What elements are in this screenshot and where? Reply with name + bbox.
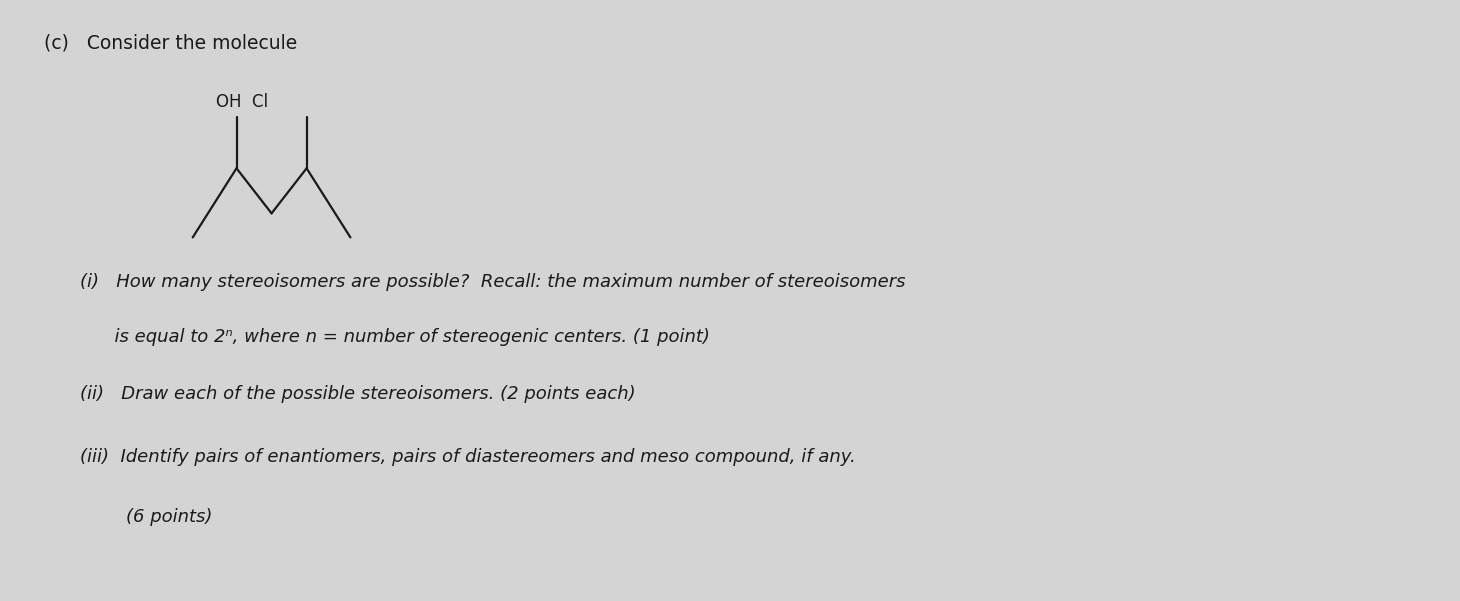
Text: (c)   Consider the molecule: (c) Consider the molecule (44, 33, 296, 52)
Text: OH  Cl: OH Cl (216, 93, 269, 111)
Text: (iii)  Identify pairs of enantiomers, pairs of diastereomers and meso compound, : (iii) Identify pairs of enantiomers, pai… (80, 448, 856, 466)
Text: (6 points): (6 points) (80, 508, 213, 526)
Text: is equal to 2ⁿ, where n = number of stereogenic centers. (1 point): is equal to 2ⁿ, where n = number of ster… (80, 328, 710, 346)
Text: (ii)   Draw each of the possible stereoisomers. (2 points each): (ii) Draw each of the possible stereoiso… (80, 385, 637, 403)
Text: (i)   How many stereoisomers are possible?  Recall: the maximum number of stereo: (i) How many stereoisomers are possible?… (80, 273, 905, 291)
